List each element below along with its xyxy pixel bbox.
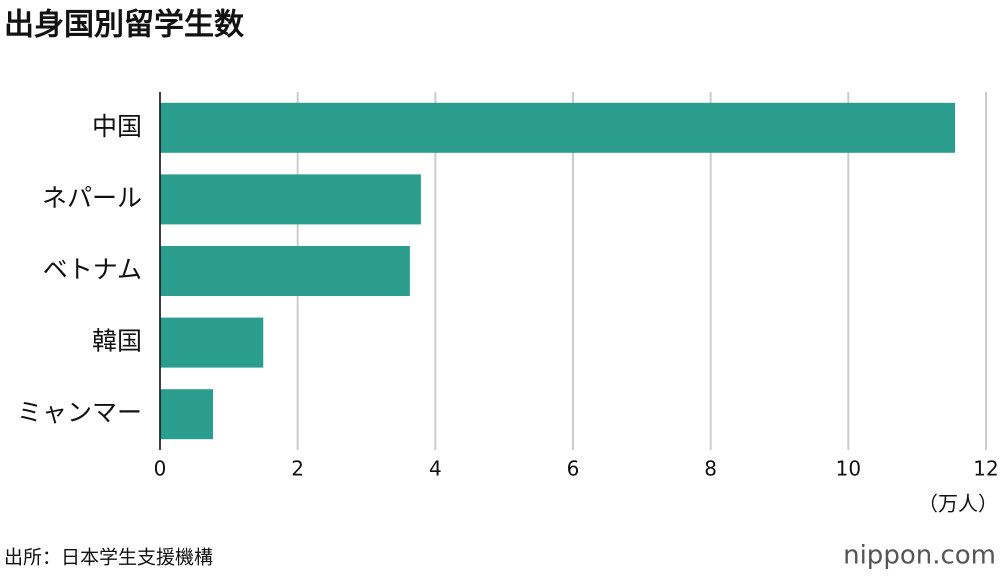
logo: nippon.com <box>843 541 996 571</box>
y-tick-label: ミャンマー <box>17 398 142 427</box>
x-tick-label: 0 <box>154 457 167 481</box>
x-tick-label: 10 <box>836 457 861 481</box>
y-tick-label: 韓国 <box>92 327 142 356</box>
source: 出所：日本学生支援機構 <box>4 547 213 569</box>
x-tick-label: 12 <box>973 457 998 481</box>
y-tick-label: ベトナム <box>43 255 142 284</box>
bar <box>160 102 956 153</box>
chart-title: 出身国別留学生数 <box>4 8 245 43</box>
bar <box>160 317 264 368</box>
x-tick-label: 6 <box>567 457 580 481</box>
x-tick-label: 2 <box>291 457 304 481</box>
axis-unit: （万人） <box>918 492 998 516</box>
x-tick-label: 4 <box>429 457 442 481</box>
bar <box>160 389 214 440</box>
y-tick-label: 中国 <box>92 112 142 141</box>
x-tick-label: 8 <box>704 457 717 481</box>
bar <box>160 246 410 296</box>
bar <box>160 174 421 225</box>
y-tick-label: ネパール <box>42 183 142 212</box>
